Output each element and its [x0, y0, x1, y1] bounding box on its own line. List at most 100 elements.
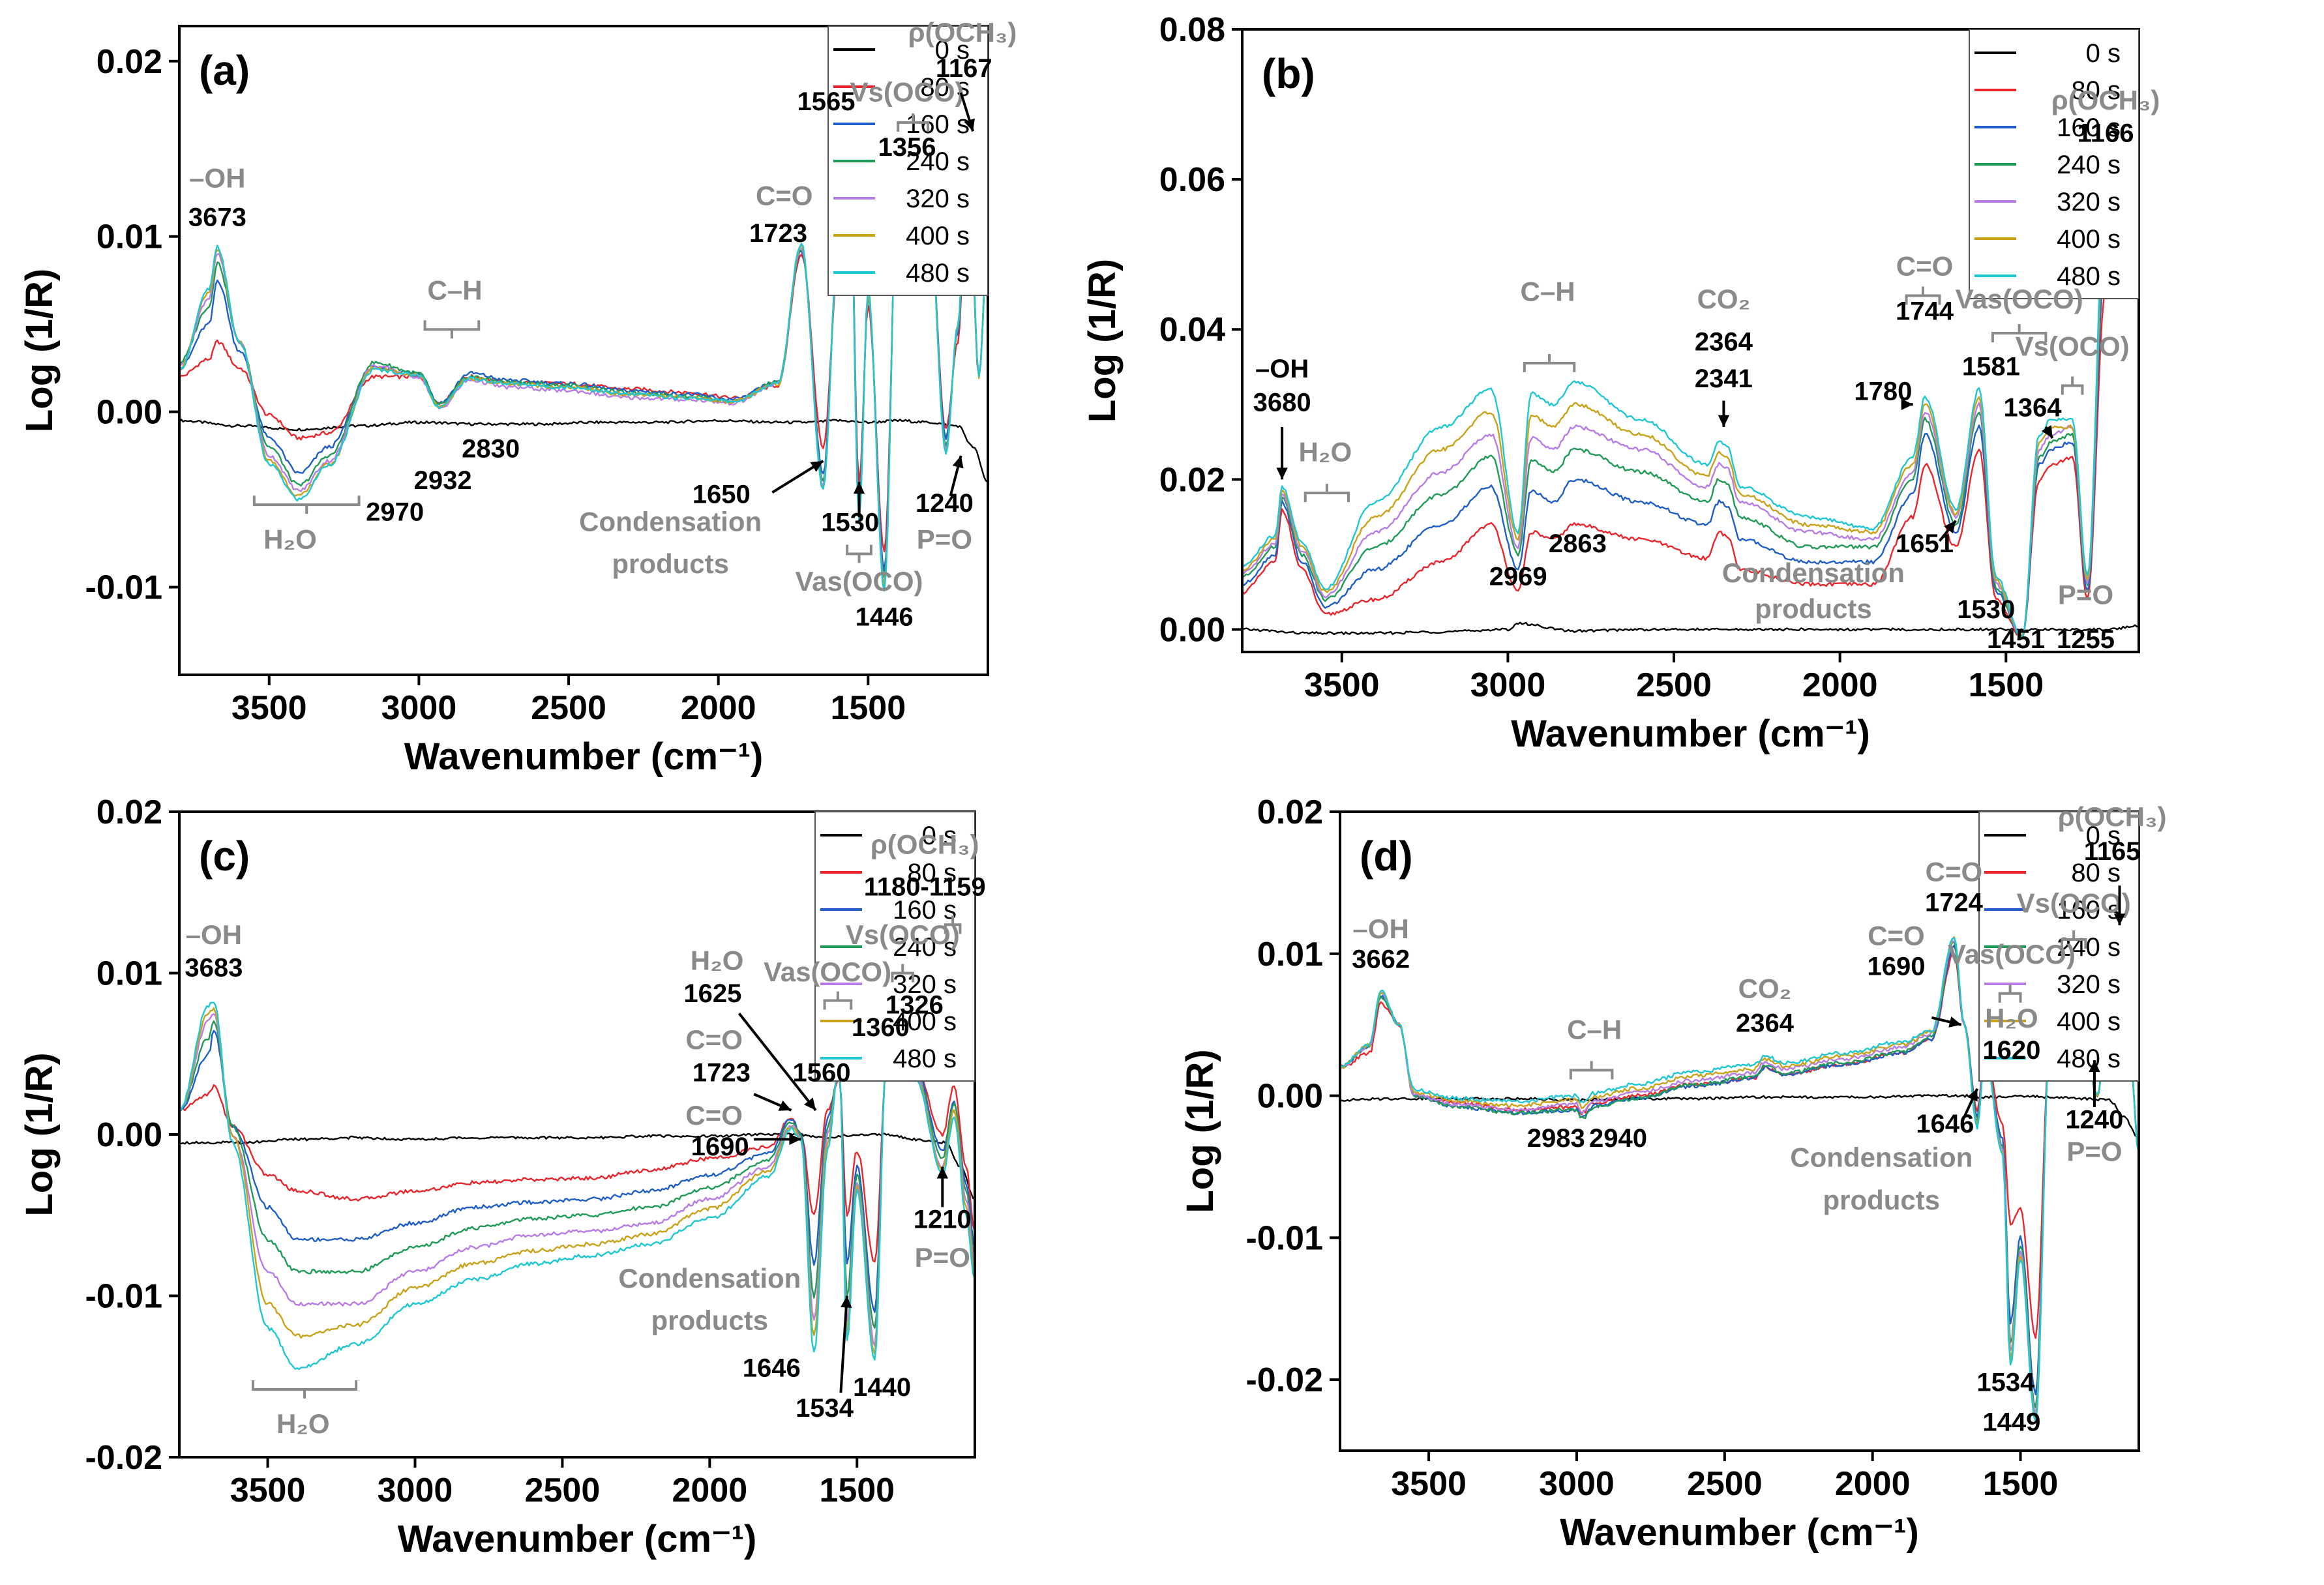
legend-entry: 400 s	[2057, 225, 2121, 254]
bracket-mark	[423, 320, 481, 339]
panel-label: (b)	[1262, 50, 1315, 97]
legend-entry: 240 s	[2057, 151, 2121, 179]
peak-annotation: 1326	[886, 990, 944, 1019]
x-tick-label: 3000	[1470, 666, 1546, 704]
y-tick-label: 0.06	[1159, 161, 1225, 199]
series-group	[1340, 936, 2139, 1422]
y-tick-label: 0.02	[1257, 793, 1323, 831]
peak-annotation: C=O	[756, 180, 813, 211]
peak-annotation: –OH	[189, 162, 245, 193]
peak-annotation: 1166	[2078, 119, 2134, 148]
bracket-mark	[1991, 323, 2048, 342]
legend-entry: 480 s	[906, 259, 970, 288]
legend-entry: 400 s	[2057, 1007, 2121, 1036]
arrow-head	[1967, 1088, 1978, 1102]
arrow-head	[853, 482, 865, 494]
panel-label: (d)	[1360, 833, 1413, 880]
panel-a: 3500 3000 2500 2000 1500 -0.01 0.00 0.01 0.02 Wav…	[18, 17, 1017, 778]
peak-annotation: 1581	[1962, 352, 2020, 381]
y-axis-label: Log (1/R)	[18, 269, 61, 432]
peak-annotation: H₂O	[691, 945, 744, 976]
legend-entry: 160 s	[893, 896, 957, 925]
peak-annotation: ρ(OCH₃)	[2051, 85, 2160, 115]
peak-annotation: Condensation	[1790, 1142, 1973, 1172]
arrow-head	[2041, 425, 2053, 439]
series-group	[1242, 155, 2139, 640]
bracket-mark	[1523, 354, 1576, 373]
peak-annotation: 1446	[856, 603, 914, 632]
x-tick-label: 3000	[378, 1472, 453, 1509]
peak-annotation: 1690	[691, 1133, 749, 1161]
panel-label: (c)	[199, 833, 250, 880]
bracket-mark	[1905, 286, 1941, 305]
arrow-head	[952, 455, 964, 469]
peak-annotation: 2830	[462, 435, 520, 464]
peak-annotation: 1255	[2057, 625, 2115, 654]
arrow-head	[1276, 467, 1288, 480]
y-tick-label: 0.02	[97, 43, 162, 81]
x-tick-label: 2500	[525, 1472, 601, 1509]
arrow-mark	[737, 1013, 817, 1112]
legend-entry: 160 s	[2057, 113, 2121, 142]
legend-entry: 240 s	[893, 933, 957, 962]
bracket-mark	[251, 1380, 358, 1399]
legend-entry: 320 s	[2057, 970, 2121, 999]
legend-entry: 0 s	[935, 36, 970, 65]
arrow-head	[2089, 1060, 2100, 1073]
peak-annotation: C=O	[1868, 921, 1925, 951]
peak-annotation: 1560	[793, 1058, 851, 1087]
peak-annotation: 1210	[914, 1206, 972, 1234]
x-tick-label: 2500	[1636, 666, 1712, 704]
peak-annotation: 1440	[853, 1373, 911, 1402]
x-tick-label: 1500	[819, 1472, 895, 1509]
y-tick-label: 0.01	[97, 955, 162, 993]
arrow-head	[936, 1166, 948, 1179]
peak-annotation: 2341	[1695, 364, 1753, 393]
peak-annotation: 1724	[1925, 888, 1984, 917]
peak-annotation: P=O	[915, 1242, 970, 1273]
peak-annotation: 1364	[2004, 394, 2063, 422]
peak-annotation: 1534	[796, 1394, 854, 1423]
x-axis-label: Wavenumber (cm⁻¹)	[404, 735, 764, 778]
peak-annotation: 2932	[414, 466, 472, 495]
legend-entry: 80 s	[2071, 76, 2121, 105]
peak-annotation: ρ(OCH₃)	[2058, 801, 2167, 832]
x-tick-label: 1500	[1983, 1465, 2059, 1503]
arrow-head	[964, 118, 976, 132]
legend-entry: 480 s	[893, 1044, 957, 1073]
legend-entry: 400 s	[906, 222, 970, 250]
arrow-mark	[839, 1296, 848, 1393]
peak-annotation: 1620	[1982, 1036, 2040, 1065]
peak-annotation: –OH	[186, 919, 242, 950]
peak-annotation: products	[1823, 1185, 1940, 1215]
legend-entry: 240 s	[906, 147, 970, 176]
peak-annotation: ρ(OCH₃)	[908, 17, 1017, 48]
peak-annotation: 3683	[185, 953, 243, 982]
peak-annotation: 2940	[1589, 1124, 1647, 1153]
arrow-head	[1901, 398, 1913, 411]
peak-annotation: products	[612, 548, 729, 579]
y-tick-label: 0.01	[1257, 936, 1323, 973]
peak-annotation: 1451	[1987, 625, 2045, 654]
arrow-head	[841, 1296, 852, 1309]
peak-annotation: 2983	[1527, 1124, 1585, 1153]
peak-annotation: C–H	[1521, 276, 1575, 307]
arrow-head	[810, 460, 824, 472]
y-tick-label: -0.01	[85, 569, 162, 607]
x-tick-label: 2500	[1687, 1465, 1763, 1503]
x-axis-label: Wavenumber (cm⁻¹)	[398, 1518, 757, 1560]
arrow-head	[1944, 520, 1956, 534]
series-line-160s	[179, 1030, 975, 1313]
series-line-0s	[1242, 621, 2139, 636]
peak-annotation: products	[651, 1305, 768, 1335]
arrow-head	[1948, 1016, 1961, 1028]
panel-c: 3500 3000 2500 2000 1500 -0.02 -0.01 0.00 0.01 0.…	[18, 793, 986, 1560]
legend-entry: 0 s	[2086, 822, 2121, 850]
peak-annotation: Vas(OCO)	[764, 956, 891, 987]
panel-label: (a)	[199, 47, 250, 94]
y-tick-label: 0.02	[97, 793, 162, 831]
y-tick-label: 0.02	[1159, 461, 1225, 499]
bracket-mark	[891, 964, 915, 983]
